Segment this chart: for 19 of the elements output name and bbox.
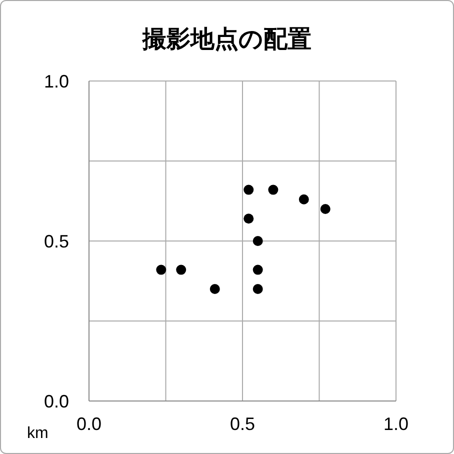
point bbox=[252, 236, 263, 246]
point bbox=[156, 264, 166, 275]
y-tick-label: 1.0 bbox=[44, 71, 69, 92]
x-tick-label: 0.5 bbox=[230, 414, 256, 434]
point bbox=[298, 194, 309, 204]
point bbox=[244, 184, 254, 195]
x-axis-title: km bbox=[27, 425, 48, 443]
x-tick-label: 1.0 bbox=[383, 414, 409, 434]
x-tick-label: 0.0 bbox=[76, 414, 102, 434]
point bbox=[252, 284, 263, 294]
y-tick-label: 0.5 bbox=[44, 231, 69, 252]
y-tick-label: 0.0 bbox=[44, 391, 69, 412]
point bbox=[210, 284, 220, 294]
point bbox=[320, 204, 330, 214]
point bbox=[244, 214, 254, 224]
point bbox=[268, 184, 278, 195]
point bbox=[176, 264, 186, 275]
point bbox=[252, 264, 263, 275]
chart-title: 撮影地点の配置 bbox=[141, 25, 312, 55]
